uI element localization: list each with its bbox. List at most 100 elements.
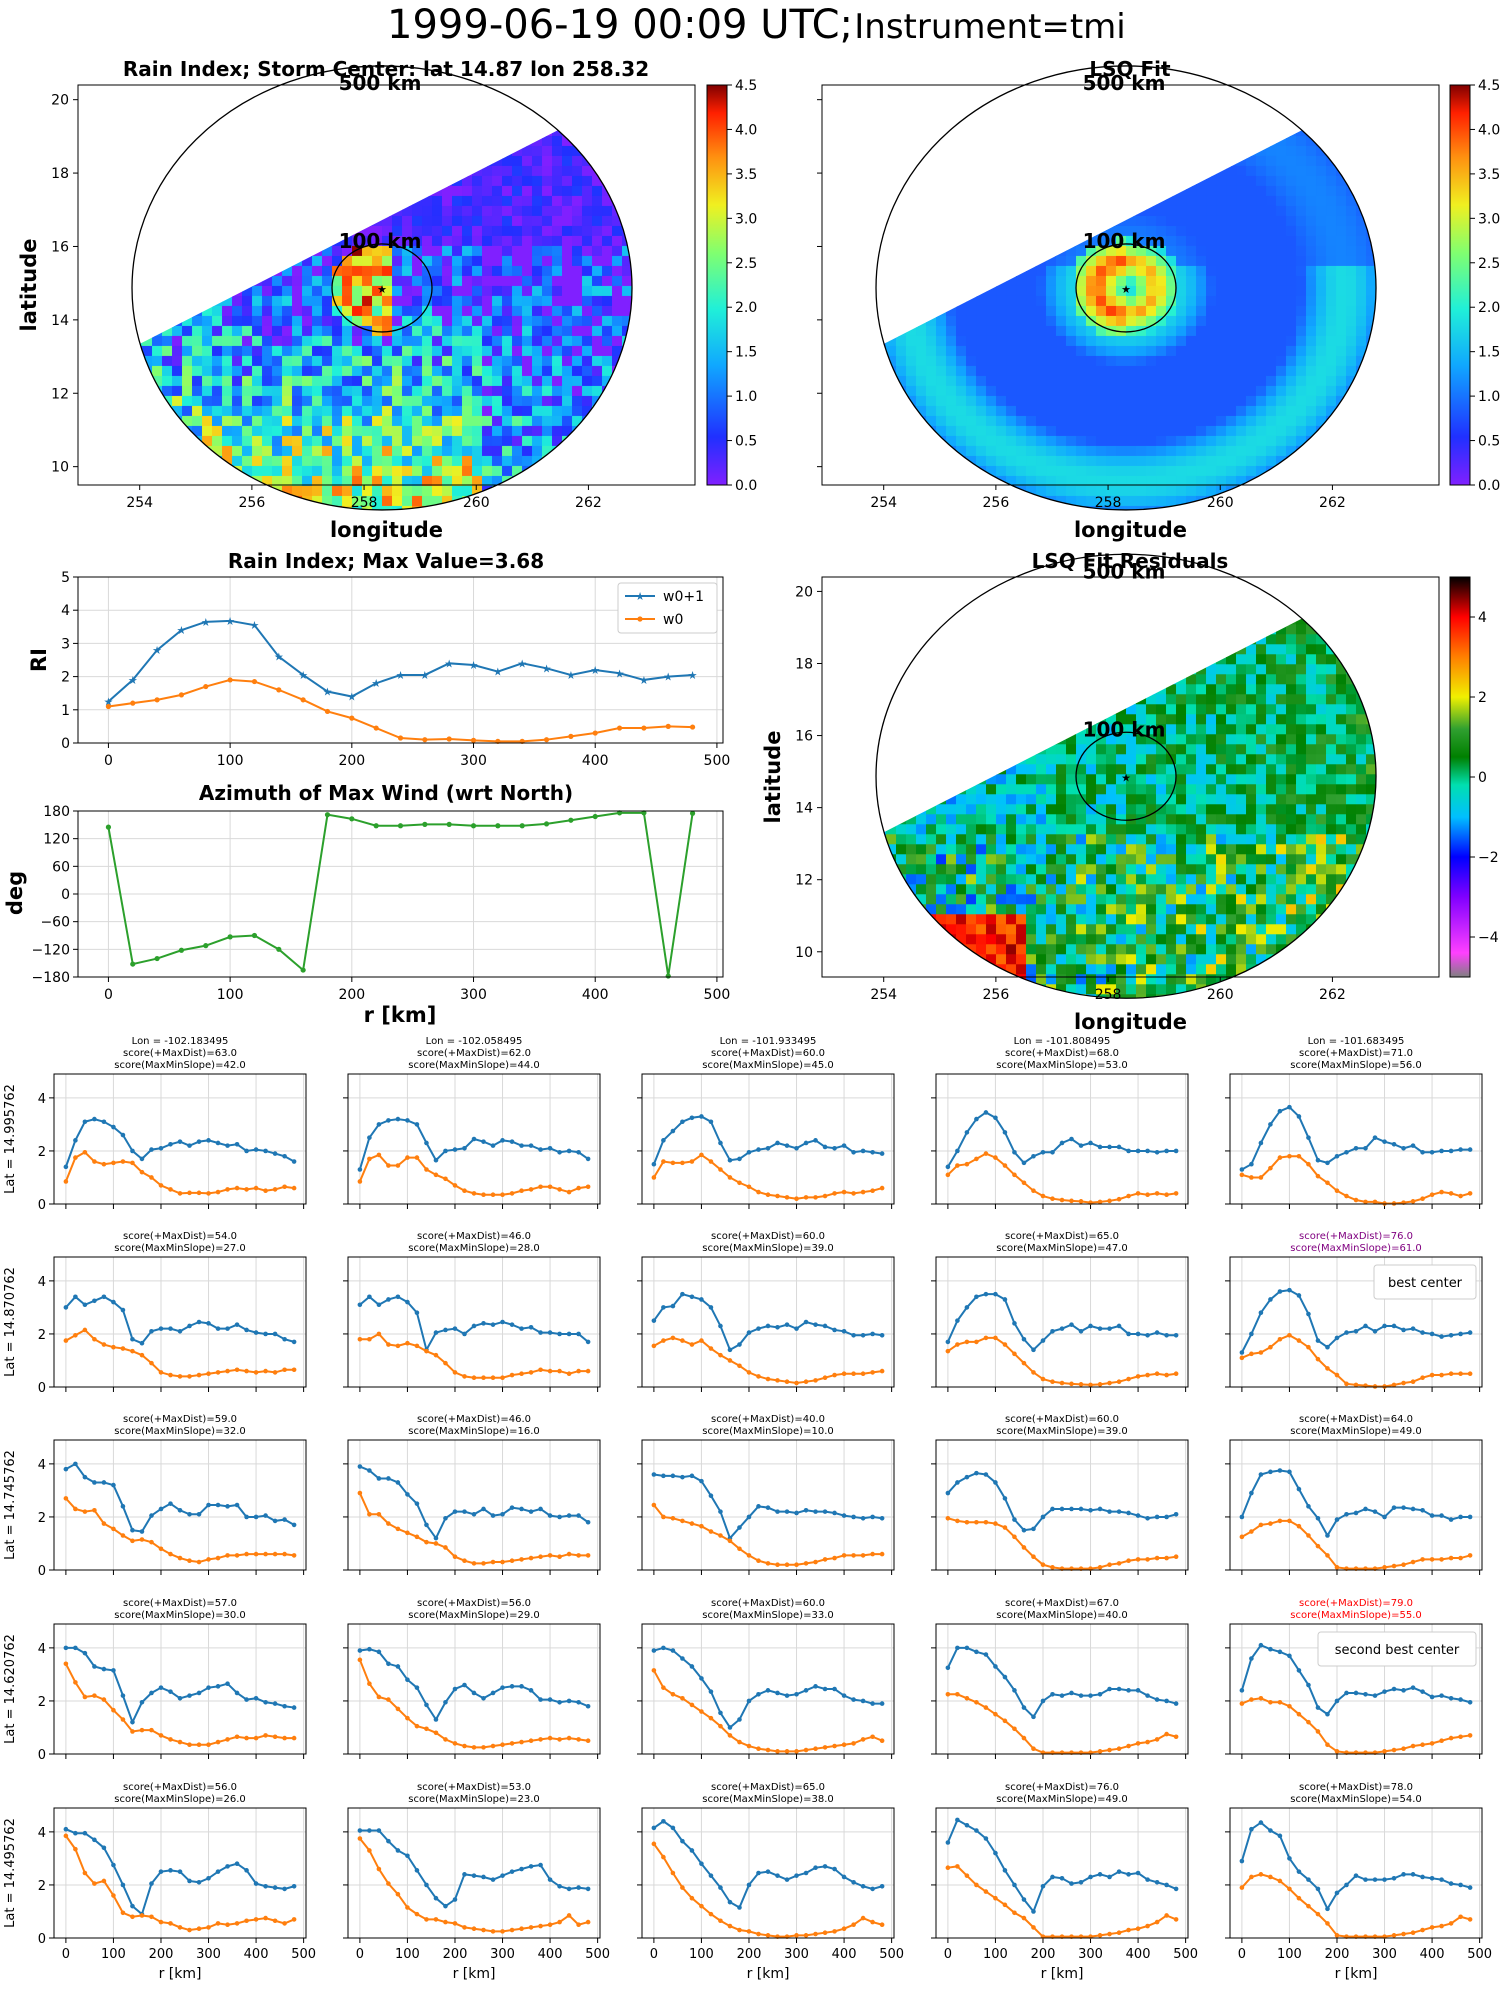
swath-cell	[1086, 425, 1097, 437]
swath-cell	[1026, 485, 1037, 497]
ring-label-500km: 500 km	[1083, 71, 1166, 95]
swath-cell	[232, 435, 243, 447]
swath-cell	[1166, 255, 1177, 267]
swath-cell	[562, 155, 573, 167]
swath-cell	[502, 345, 513, 357]
swath-cell	[1276, 255, 1287, 267]
swath-cell	[946, 405, 957, 417]
swath-cell	[342, 395, 353, 407]
swath-cell	[442, 475, 453, 487]
swath-cell	[302, 445, 313, 457]
swath-cell	[1236, 465, 1247, 477]
swath-cell	[1236, 185, 1247, 197]
swath-cell	[442, 295, 453, 307]
swath-cell	[956, 495, 967, 507]
swath-cell	[1116, 485, 1127, 497]
swath-cell	[1136, 255, 1147, 267]
swath-cell	[1106, 275, 1117, 287]
swath-cell	[302, 265, 313, 277]
swath-cell	[1226, 325, 1237, 337]
swath-cell	[1276, 435, 1287, 447]
swath-cell	[1296, 185, 1307, 197]
swath-cell	[312, 395, 323, 407]
swath-cell	[202, 365, 213, 377]
swath-cell	[1076, 305, 1087, 317]
swath-cell	[1016, 285, 1027, 297]
swath-cell	[1196, 265, 1207, 277]
swath-cell	[1306, 255, 1317, 267]
swath-cell	[1126, 345, 1137, 357]
swath-cell	[1096, 475, 1107, 487]
swath-cell	[522, 345, 533, 357]
swath-cell	[272, 395, 283, 407]
swath-cell	[916, 564, 927, 575]
swath-cell	[392, 405, 403, 417]
swath-cell	[422, 275, 433, 287]
swath-cell	[1266, 365, 1277, 377]
swath-cell	[272, 325, 283, 337]
swath-cell	[1186, 355, 1197, 367]
swath-cell	[232, 325, 243, 337]
swath-cell	[996, 445, 1007, 457]
colorbar-tick-label: 2.5	[735, 256, 757, 272]
colorbar-tick-label: 0.5	[735, 434, 757, 450]
swath-cell	[452, 215, 463, 227]
swath-cell	[946, 325, 957, 337]
swath-cell	[1156, 345, 1167, 357]
swath-cell	[1326, 175, 1337, 187]
swath-cell	[1196, 325, 1207, 337]
swath-cell	[876, 564, 887, 575]
swath-cell	[572, 145, 583, 157]
swath-cell	[342, 255, 353, 267]
swath-cell	[422, 355, 433, 367]
swath-cell	[976, 365, 987, 377]
swath-cell	[342, 495, 353, 507]
swath-cell	[552, 165, 563, 177]
swath-cell	[1186, 245, 1197, 257]
swath-cell	[432, 245, 443, 257]
swath-cell	[312, 455, 323, 467]
swath-cell	[946, 894, 957, 905]
swath-cell	[1056, 435, 1067, 447]
swath-cell	[182, 355, 193, 367]
swath-cell	[1046, 475, 1057, 487]
swath-cell	[592, 385, 603, 397]
swath-cell	[1136, 335, 1147, 347]
swath-cell	[906, 994, 917, 999]
swath-cell	[252, 425, 263, 437]
swath-cell	[512, 375, 523, 387]
swath-cell	[372, 435, 383, 447]
swath-cell	[1146, 445, 1157, 457]
swath-cell	[1276, 325, 1287, 337]
swath-cell	[1076, 265, 1087, 277]
swath-cell	[1246, 365, 1257, 377]
swath-cell	[382, 425, 393, 437]
swath-cell	[1356, 485, 1367, 497]
swath-cell	[582, 275, 593, 287]
swath-cell	[1046, 465, 1057, 477]
swath-cell	[1306, 355, 1317, 367]
swath-cell	[1206, 305, 1217, 317]
swath-cell	[372, 375, 383, 387]
swath-cell	[582, 215, 593, 227]
swath-cell	[1006, 65, 1017, 77]
swath-cell	[1206, 275, 1217, 287]
swath-cell	[282, 265, 293, 277]
colorbar: 0.00.51.01.52.02.53.03.54.04.5	[1449, 78, 1500, 494]
swath-cell	[512, 225, 523, 237]
swath-cell	[1066, 335, 1077, 347]
swath-cell	[1186, 235, 1197, 247]
swath-cell	[1246, 305, 1257, 317]
swath-cell	[562, 395, 573, 407]
swath-cell	[916, 984, 927, 995]
swath-cell	[1256, 335, 1267, 347]
swath-cell	[1096, 445, 1107, 457]
swath-cell	[1046, 385, 1057, 397]
swath-cell	[1346, 65, 1357, 77]
swath-cell	[1066, 495, 1077, 507]
swath-cell	[542, 365, 553, 377]
swath-cell	[352, 245, 363, 257]
swath-cell	[322, 375, 333, 387]
swath-cell	[1216, 335, 1227, 347]
swath-cell	[926, 495, 937, 507]
